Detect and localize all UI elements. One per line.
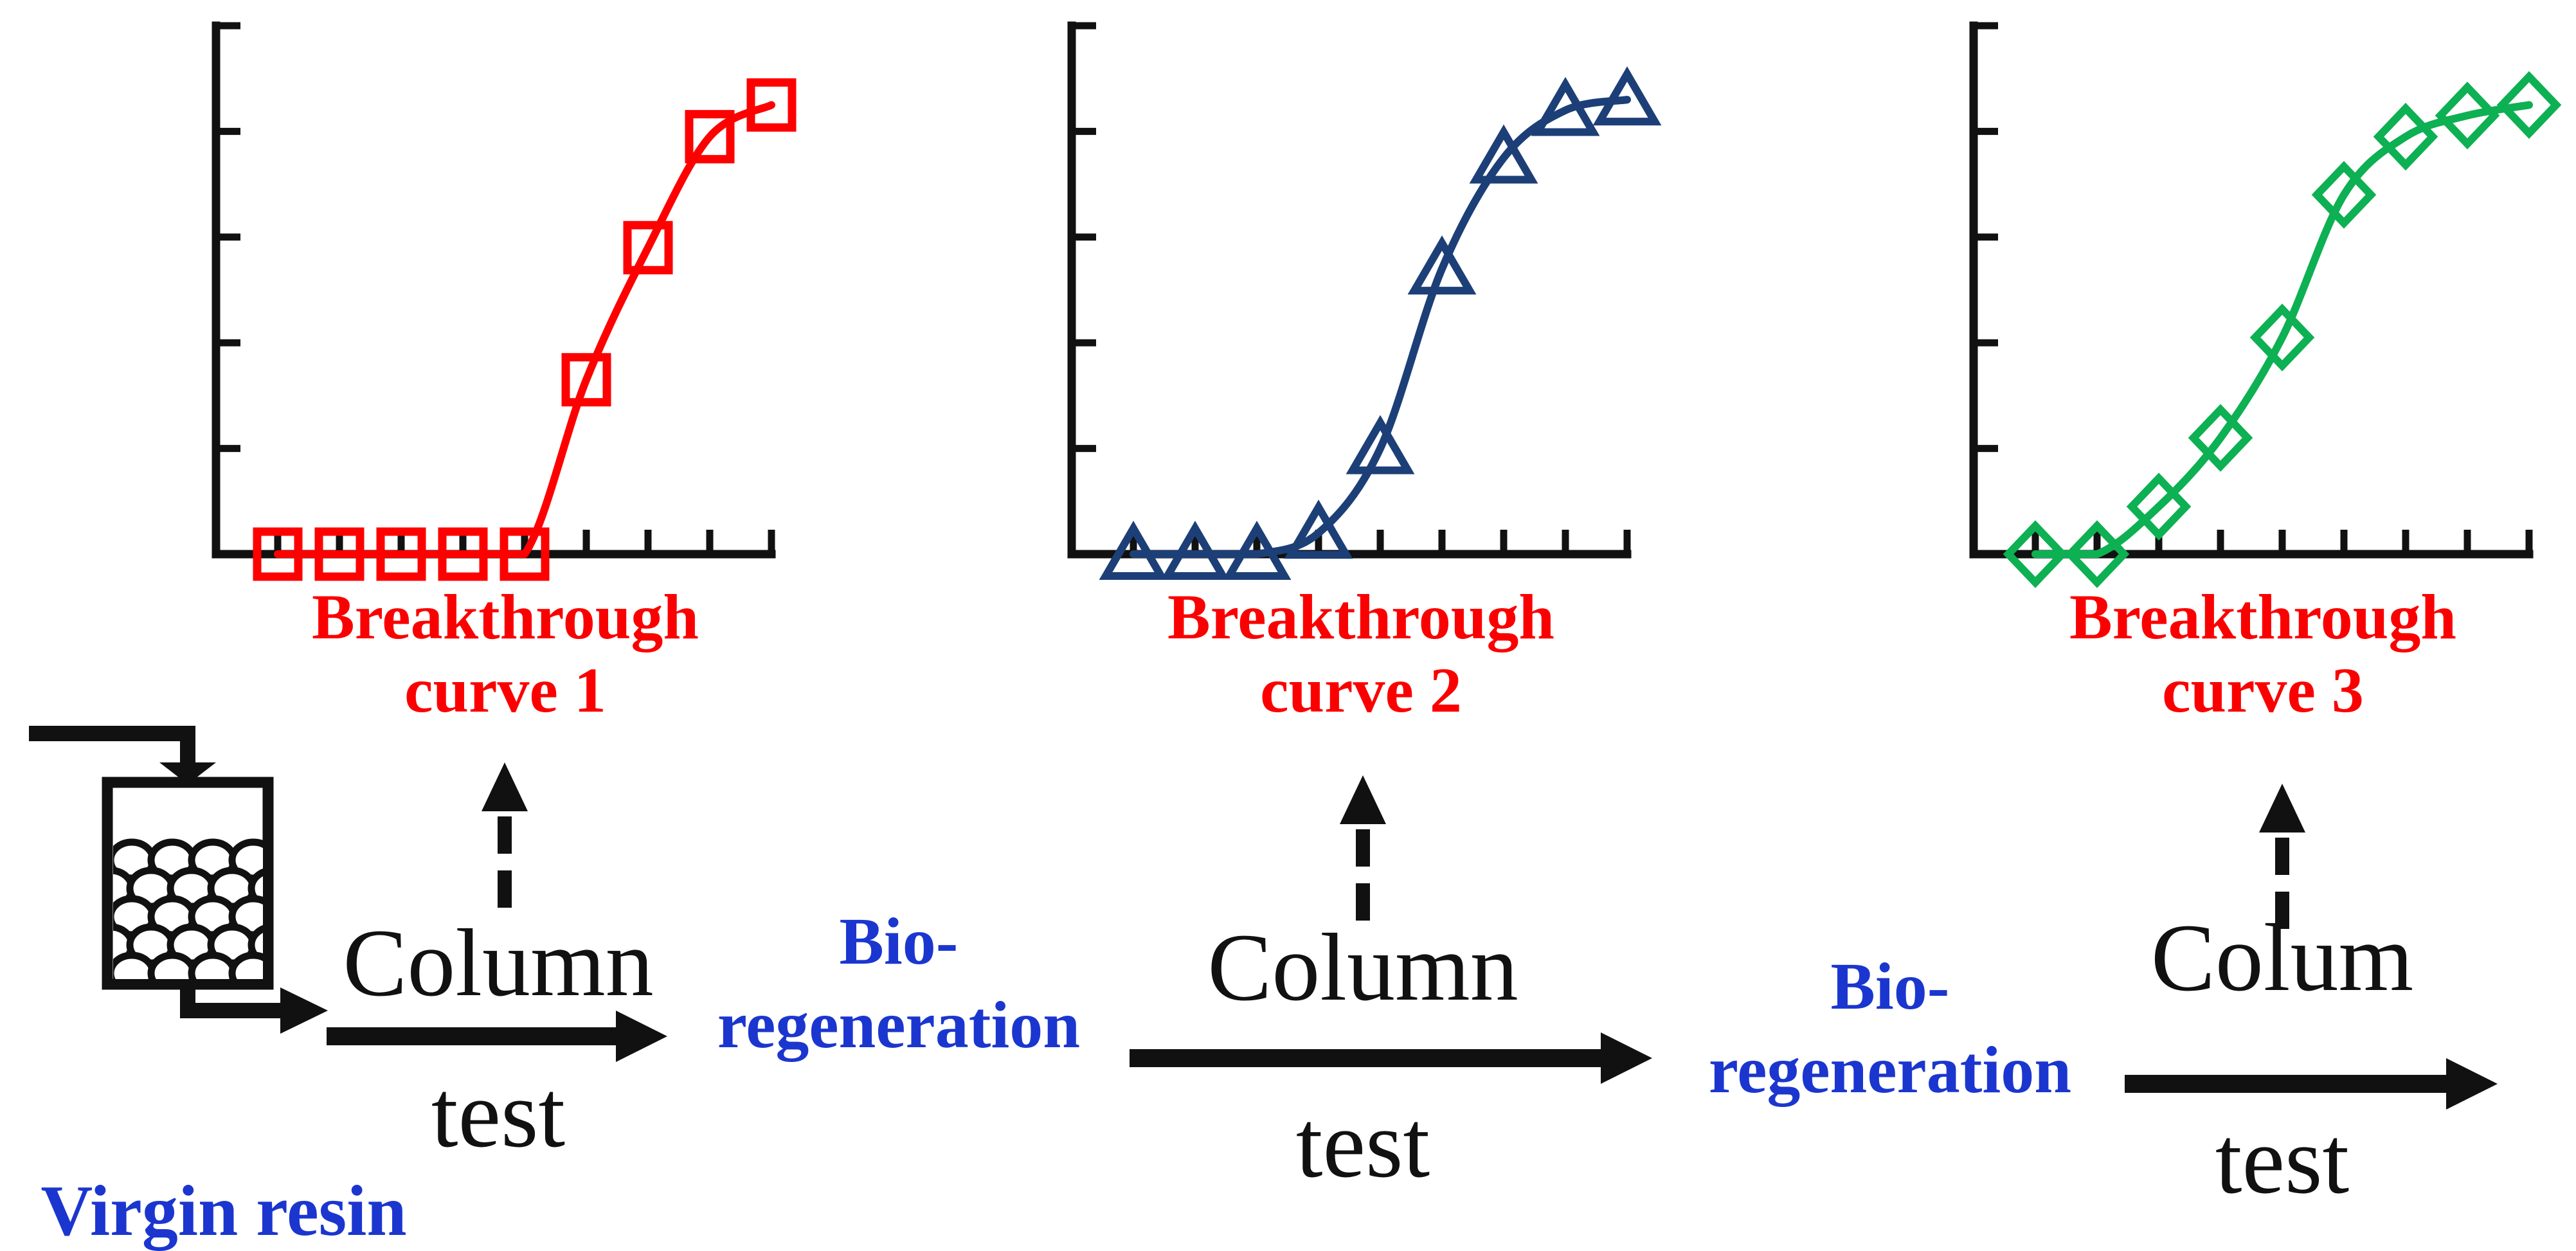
triangle-data-point-marker — [1284, 500, 1353, 559]
square-data-point-marker — [253, 527, 303, 581]
column-test-label-1-bottom: test — [431, 1061, 566, 1167]
breakthrough-curve-label-2: Breakthrough curve 2 — [1167, 580, 1554, 727]
label-line-1: Breakthrough — [2069, 581, 2457, 652]
column-test-label-3-bottom: test — [2215, 1107, 2350, 1214]
label-line-1: Breakthrough — [311, 581, 699, 652]
dashed-arrow-3 — [2259, 784, 2305, 929]
resin-bead — [228, 951, 263, 979]
flow-arrowhead — [616, 1011, 667, 1062]
diamond-data-point-marker — [2373, 102, 2438, 171]
triangle-data-point-marker — [1222, 521, 1292, 580]
label-line-2: curve 1 — [404, 654, 606, 726]
column-test-label-2-top: Column — [1207, 914, 1518, 1021]
triangle-data-point-marker — [1160, 521, 1230, 580]
breakthrough-curve-line — [2031, 101, 2533, 559]
breakthrough-curve-label-3: Breakthrough curve 3 — [2069, 580, 2456, 727]
square-data-point-marker — [746, 78, 797, 132]
diamond-data-point-marker — [2003, 520, 2068, 588]
diamond-data-point-marker — [2188, 404, 2253, 472]
square-data-point-marker — [623, 221, 673, 274]
triangle-data-point-marker — [1592, 66, 1662, 126]
bio-line-2: regeneration — [1708, 1033, 2072, 1107]
square-data-point-marker — [438, 527, 488, 581]
flow-arrow-1 — [327, 1011, 667, 1062]
flow-arrow-2 — [1130, 1032, 1652, 1084]
resin-column-icon — [29, 726, 328, 1034]
dashed-arrow-1 — [482, 762, 528, 908]
flow-arrow-shaft — [1130, 1049, 1601, 1067]
dashed-arrow-2 — [1340, 775, 1386, 921]
bio-regeneration-label-2: Bio- regeneration — [1709, 945, 2071, 1112]
breakthrough-curve-line — [1130, 96, 1631, 559]
diamond-data-point-marker — [2311, 161, 2377, 229]
resin-beads — [113, 838, 263, 979]
triangle-data-point-marker — [1099, 521, 1168, 580]
diamond-data-point-marker — [2249, 303, 2315, 372]
column-inlet-pipe — [29, 726, 195, 762]
column-test-label-1-top: Column — [343, 910, 654, 1016]
square-data-point-marker — [500, 527, 550, 581]
square-data-point-marker — [561, 353, 611, 407]
diamond-data-point-marker — [2496, 71, 2562, 139]
triangle-data-point-marker — [1469, 124, 1538, 184]
flow-arrow-3 — [2125, 1058, 2498, 1110]
square-data-point-marker — [376, 527, 426, 581]
breakthrough-curve-label-1: Breakthrough curve 1 — [312, 580, 699, 727]
breakthrough-chart-2 — [1067, 21, 1662, 580]
bio-line-1: Bio- — [1830, 950, 1950, 1023]
virgin-resin-label: Virgin resin — [41, 1171, 407, 1251]
column-outlet-arrowhead — [280, 987, 328, 1034]
triangle-data-point-marker — [1531, 76, 1600, 136]
diamond-data-point-marker — [2064, 520, 2130, 588]
flow-arrow-shaft — [2125, 1075, 2446, 1093]
square-data-point-marker — [685, 110, 735, 164]
triangle-data-point-marker — [1346, 415, 1415, 474]
triangle-data-point-marker — [1407, 235, 1477, 295]
label-line-1: Breakthrough — [1167, 581, 1555, 652]
dashed-arrowhead — [482, 762, 528, 811]
bio-regeneration-label-1: Bio- regeneration — [717, 900, 1080, 1067]
flow-arrowhead — [1601, 1032, 1652, 1084]
breakthrough-chart-1 — [212, 21, 797, 581]
dashed-arrowhead — [2259, 784, 2305, 833]
diamond-data-point-marker — [2126, 473, 2192, 541]
column-test-label-3-top: Colum — [2150, 905, 2414, 1011]
flow-arrowhead — [2446, 1058, 2498, 1110]
flow-arrow-shaft — [327, 1027, 616, 1045]
column-inlet-arrowhead — [159, 762, 216, 784]
dashed-arrowhead — [1340, 775, 1386, 824]
column-outlet-pipe — [180, 982, 280, 1018]
column-test-label-2-bottom: test — [1295, 1091, 1430, 1198]
square-data-point-marker — [314, 527, 365, 581]
bio-line-2: regeneration — [717, 988, 1081, 1062]
bio-line-1: Bio- — [839, 905, 959, 978]
breakthrough-chart-3 — [1969, 21, 2562, 588]
label-line-2: curve 3 — [2162, 654, 2364, 726]
label-line-2: curve 2 — [1260, 654, 1462, 726]
diamond-data-point-marker — [2435, 82, 2500, 150]
